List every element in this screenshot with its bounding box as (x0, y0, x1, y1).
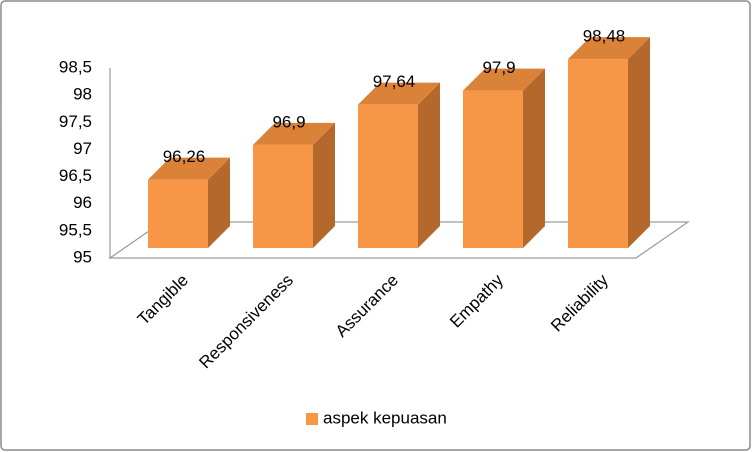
value-label: 96,9 (272, 112, 305, 131)
bar-top (463, 68, 545, 91)
legend-swatch (306, 413, 318, 425)
value-label: 96,26 (163, 147, 206, 166)
value-label: 97,64 (373, 72, 416, 91)
value-label: 97,9 (482, 58, 515, 77)
legend-label: aspek kepuasan (323, 408, 447, 427)
value-label: 98,48 (583, 27, 626, 46)
bar-front (358, 104, 418, 248)
y-tick-label: 95 (73, 247, 92, 266)
bar-top (253, 122, 335, 145)
y-tick-label: 96 (73, 193, 92, 212)
bar (253, 122, 335, 248)
bar-front (148, 179, 208, 248)
floor (108, 221, 690, 259)
bar (358, 82, 440, 248)
y-tick-label: 97,5 (59, 112, 92, 131)
bar-side (208, 157, 230, 248)
bar-top (148, 157, 230, 180)
bar (568, 37, 650, 249)
bar-side (523, 68, 545, 248)
bar (148, 157, 230, 248)
y-tick-label: 97 (73, 139, 92, 158)
y-tick-label: 96,5 (59, 166, 92, 185)
bar-side (418, 82, 440, 248)
y-tick-label: 98 (73, 85, 92, 104)
bar-top (568, 37, 650, 60)
bar-top (358, 82, 440, 105)
bar-side (628, 37, 650, 249)
bar-front (253, 144, 313, 248)
bar (463, 68, 545, 248)
y-tick-label: 98,5 (59, 57, 92, 76)
bar-front (568, 59, 628, 249)
bar-front (463, 90, 523, 248)
y-tick-label: 95,5 (59, 220, 92, 239)
bar-side (313, 122, 335, 248)
